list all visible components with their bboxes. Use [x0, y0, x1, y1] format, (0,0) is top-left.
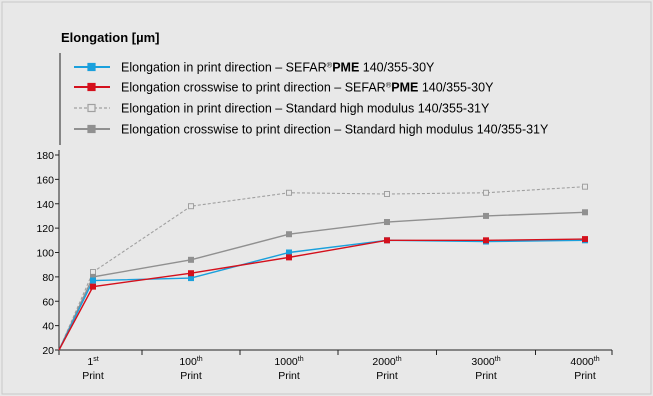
brand-name: PME: [391, 81, 418, 95]
data-point: [582, 236, 588, 243]
series-1: [58, 237, 588, 351]
series-line-3: [58, 186, 586, 351]
x-tick-number: 4000: [570, 356, 594, 368]
y-tick-label: 180: [36, 150, 54, 162]
legend-entry-1: Elongation in print direction – SEFAR®PM…: [74, 61, 435, 75]
y-tick-label: 160: [36, 174, 54, 186]
y-tick-label: 60: [42, 296, 54, 308]
data-point: [286, 189, 292, 196]
x-tick-number: 100: [179, 356, 197, 368]
series-line-2: [58, 238, 586, 351]
data-point: [188, 270, 194, 277]
x-tick-label: 3000th: [471, 356, 500, 368]
series-line-1: [58, 239, 586, 351]
x-tick-ordinal: th: [197, 356, 203, 363]
data-point: [188, 203, 194, 210]
series-4: [58, 209, 588, 351]
x-tick-sublabel: Print: [475, 370, 497, 382]
x-tick-label: 4000th: [570, 356, 599, 368]
x-tick-sublabel: Print: [180, 370, 202, 382]
registered-mark: ®: [386, 81, 392, 90]
data-point: [286, 254, 292, 261]
y-tick-label: 140: [36, 199, 54, 211]
legend-entry-4: Elongation crosswise to print direction …: [74, 123, 549, 137]
data-point: [483, 212, 489, 219]
series-3: [58, 183, 588, 351]
x-tick-label: 100th: [179, 356, 202, 368]
x-tick-ordinal: th: [298, 356, 304, 363]
y-tick-label: 40: [42, 321, 54, 333]
data-point: [483, 237, 489, 244]
legend-text-part: 140/355-30Y: [418, 81, 494, 95]
data-point: [188, 275, 194, 282]
data-point: [384, 219, 390, 226]
data-point: [384, 237, 390, 244]
data-point: [582, 209, 588, 216]
x-tick-sublabel: Print: [278, 370, 300, 382]
x-tick-number: 3000: [471, 356, 495, 368]
x-tick-label: 1st: [87, 356, 98, 368]
x-tick-number: 1000: [274, 356, 298, 368]
data-point: [188, 256, 194, 263]
y-tick-label: 100: [36, 248, 54, 260]
legend-label-1: Elongation in print direction – SEFAR®PM…: [121, 61, 435, 75]
brand-name: PME: [332, 61, 359, 75]
legend-entry-2: Elongation crosswise to print direction …: [74, 81, 494, 95]
y-tick-label: 120: [36, 223, 54, 235]
x-tick-number: 2000: [372, 356, 396, 368]
data-point: [384, 191, 390, 197]
x-tick-ordinal: th: [594, 356, 600, 363]
plot-area: [58, 183, 588, 351]
x-tick-sublabel: Print: [574, 370, 596, 382]
legend-text-part: Elongation crosswise to print direction …: [121, 81, 386, 95]
x-tick-ordinal: th: [396, 356, 402, 363]
x-tick-ordinal: st: [93, 356, 99, 363]
chart-title: Elongation [µm]: [61, 30, 159, 45]
x-tick-sublabel: Print: [82, 370, 104, 382]
legend-label-2: Elongation crosswise to print direction …: [121, 81, 494, 95]
legend: Elongation in print direction – SEFAR®PM…: [74, 61, 549, 137]
data-point: [582, 183, 588, 190]
legend-text-part: Elongation in print direction – Standard…: [121, 102, 490, 116]
x-tick-label: 2000th: [372, 356, 401, 368]
x-tick-number: 1: [87, 356, 93, 368]
legend-swatch-marker-1: [87, 62, 96, 72]
data-point: [286, 231, 292, 238]
y-tick-label: 80: [42, 272, 54, 284]
legend-label-4: Elongation crosswise to print direction …: [121, 123, 549, 137]
legend-text-part: Elongation in print direction – SEFAR: [121, 61, 327, 75]
y-tick-label: 20: [42, 345, 54, 357]
series-2: [58, 236, 588, 351]
registered-mark: ®: [327, 61, 333, 70]
legend-text-part: Elongation crosswise to print direction …: [121, 123, 549, 137]
data-point: [483, 189, 489, 196]
legend-text-part: 140/355-30Y: [359, 61, 435, 75]
data-point: [286, 249, 292, 256]
legend-entry-3: Elongation in print direction – Standard…: [74, 102, 490, 116]
data-point: [90, 277, 96, 284]
x-tick-sublabel: Print: [376, 370, 398, 382]
axes: 204060801001201401601801stPrint100thPrin…: [36, 150, 613, 382]
data-point: [90, 269, 96, 275]
x-tick-ordinal: th: [495, 356, 501, 363]
data-point: [90, 283, 96, 290]
x-tick-label: 1000th: [274, 356, 303, 368]
legend-swatch-marker-2: [87, 82, 96, 92]
legend-swatch-marker-4: [87, 124, 96, 134]
legend-label-3: Elongation in print direction – Standard…: [121, 102, 490, 116]
legend-swatch-marker-3: [87, 103, 96, 113]
